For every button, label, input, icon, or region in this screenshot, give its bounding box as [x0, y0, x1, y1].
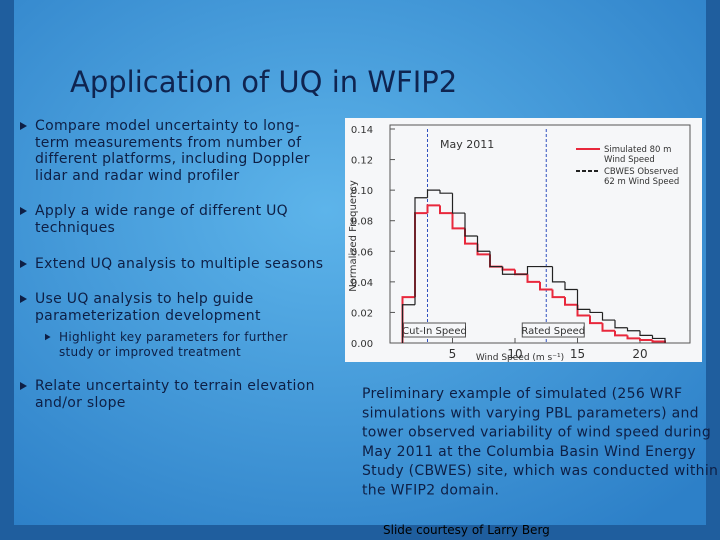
legend-label: Wind Speed [604, 155, 655, 165]
bullet-icon [20, 207, 27, 215]
bullet-text: different platforms, including Doppler [35, 151, 310, 167]
y-tick-label: 0.04 [351, 278, 373, 289]
bullet-icon [20, 382, 27, 390]
histogram-bin [589, 315, 603, 325]
caption-line: tower observed variability of wind speed… [362, 425, 711, 441]
histogram-bin [626, 327, 640, 332]
bullet-text: Apply a wide range of different UQ [35, 203, 288, 219]
histogram-bin [451, 193, 465, 214]
histogram-bin [464, 213, 478, 237]
y-tick-label: 0.08 [351, 217, 373, 228]
histogram-bin [589, 309, 603, 314]
histogram-bin [414, 197, 428, 305]
histogram-bin [439, 205, 453, 215]
caption-line: the WFIP2 domain. [362, 483, 499, 499]
bullet-icon [20, 122, 27, 130]
y-tick-label: 0.00 [351, 339, 373, 350]
histogram-bin [614, 320, 628, 329]
bullet-icon [20, 260, 27, 268]
y-tick-label: 0.02 [351, 308, 373, 319]
bullet-text: term measurements from number of [35, 135, 302, 151]
caption-line: Preliminary example of simulated (256 WR… [362, 386, 682, 402]
histogram-bin [651, 335, 666, 343]
bullet-text: Extend UQ analysis to multiple seasons [35, 256, 323, 272]
caption-line: simulations with varying PBL parameters)… [362, 405, 699, 421]
histogram-bin [439, 190, 453, 194]
annotation: May 2011 [440, 138, 494, 151]
histogram-bin [476, 236, 490, 252]
histogram-bin [639, 338, 653, 341]
y-tick-label: 0.10 [351, 186, 373, 197]
figure-background [345, 118, 702, 362]
caption-line: May 2011 at the Columbia Basin Wind Ener… [362, 444, 696, 460]
histogram-bin [601, 312, 615, 321]
histogram-bin [426, 204, 440, 214]
bullet-text: Use UQ analysis to help guide [35, 291, 254, 307]
marker-label-box [521, 322, 585, 338]
bullet-icon [20, 295, 27, 303]
histogram-bin [451, 213, 465, 230]
bullet-text: techniques [35, 220, 115, 236]
histogram-bin [564, 281, 578, 291]
sub-bullet-text: study or improved treatment [59, 345, 241, 359]
histogram-bin [501, 266, 515, 275]
histogram-bin [489, 251, 503, 268]
legend-label: 62 m Wind Speed [604, 177, 679, 187]
bullet-text: lidar and radar wind profiler [35, 168, 239, 184]
bullet-text: Compare model uncertainty to long- [35, 118, 300, 134]
histogram-bin [639, 330, 653, 336]
legend-label: CBWES Observed [604, 167, 678, 177]
histogram-bin [626, 335, 640, 340]
slide-title: Application of UQ in WFIP2 [70, 65, 457, 99]
histogram-bin [526, 274, 540, 283]
marker-label: Cut-In Speed [402, 326, 467, 337]
x-tick-label: 10 [507, 347, 522, 361]
histogram-bin [614, 330, 628, 337]
histogram-bin [426, 189, 440, 198]
credit: Slide courtesy of Larry Berg [383, 523, 550, 537]
y-tick-label: 0.14 [351, 125, 373, 136]
histogram-bin [601, 323, 615, 332]
histogram-bin [526, 265, 540, 275]
x-tick-label: 15 [570, 347, 585, 361]
y-tick-label: 0.12 [351, 156, 373, 167]
caption-line: Study (CBWES) site, which was conducted … [362, 463, 718, 479]
marker-label: Rated Speed [521, 326, 585, 337]
histogram-bin [576, 289, 590, 310]
histogram-bin [551, 266, 565, 283]
histogram-bin [551, 289, 565, 299]
bullet-text: parameterization development [35, 308, 261, 324]
bullet-text: Relate uncertainty to terrain elevation [35, 378, 315, 394]
histogram-bin [539, 281, 553, 291]
bullet-icon [45, 333, 51, 341]
histogram-bin [564, 297, 578, 306]
x-axis-label: Wind Speed (m s⁻¹) [476, 353, 564, 363]
bullet-text: and/or slope [35, 395, 126, 411]
plot-frame [389, 124, 691, 344]
sub-bullet-text: Highlight key parameters for further [59, 330, 288, 344]
legend-label: Simulated 80 m [604, 145, 671, 155]
y-tick-label: 0.06 [351, 247, 373, 258]
x-tick-label: 5 [449, 347, 457, 361]
x-tick-label: 20 [632, 347, 647, 361]
y-axis-label: Normalized Frequency [348, 180, 359, 292]
chart: 0.00 0.02 0.04 0.06 0.08 0.10 0.12 0.14 5 10 15 20 W… [348, 124, 691, 363]
histogram-bin [401, 304, 415, 343]
